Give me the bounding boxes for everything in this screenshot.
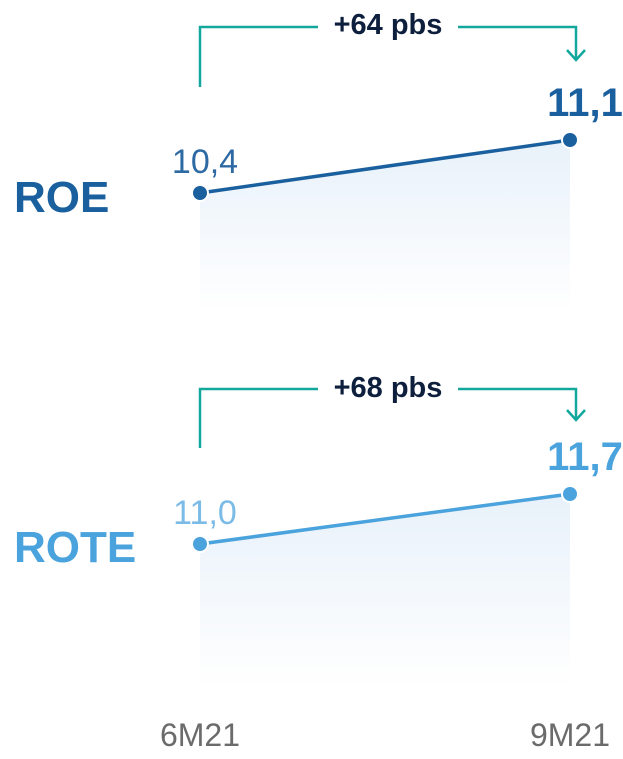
rote-area: [200, 494, 570, 688]
roe-panel: +64 pbs 10,4 11,1 ROE: [14, 9, 623, 312]
rote-point-6m21: [191, 535, 209, 553]
roe-area: [200, 140, 570, 312]
roe-bracket: [198, 25, 318, 87]
rote-value-label-9m21: 11,7: [547, 435, 623, 479]
rote-series-line: [198, 492, 572, 546]
roe-point-6m21: [191, 184, 209, 202]
rote-change-label: +68 pbs: [334, 372, 443, 404]
roe-bracket-arrowhead: [458, 25, 578, 60]
roe-value-label-9m21: 11,1: [547, 81, 623, 125]
roe-point-9m21: [561, 131, 579, 149]
roe-series-line: [198, 138, 572, 195]
rote-panel: +68 pbs 11,0 11,7 ROTE: [14, 372, 623, 688]
rote-value-label-6m21: 11,0: [173, 494, 237, 532]
roe-series-title: ROE: [14, 173, 109, 222]
x-tick-label-9m21: 9M21: [530, 717, 610, 753]
x-tick-label-6m21: 6M21: [160, 717, 240, 753]
rote-point-9m21: [561, 485, 579, 503]
rote-bracket: [198, 387, 318, 448]
roe-change-label: +64 pbs: [334, 9, 443, 41]
roe-value-label-6m21: 10,4: [172, 143, 238, 181]
rote-arrow-chevron: [566, 409, 586, 422]
rote-bracket-arrowhead: [458, 387, 578, 420]
roe-arrow-chevron: [566, 49, 586, 62]
rote-series-title: ROTE: [14, 523, 136, 572]
